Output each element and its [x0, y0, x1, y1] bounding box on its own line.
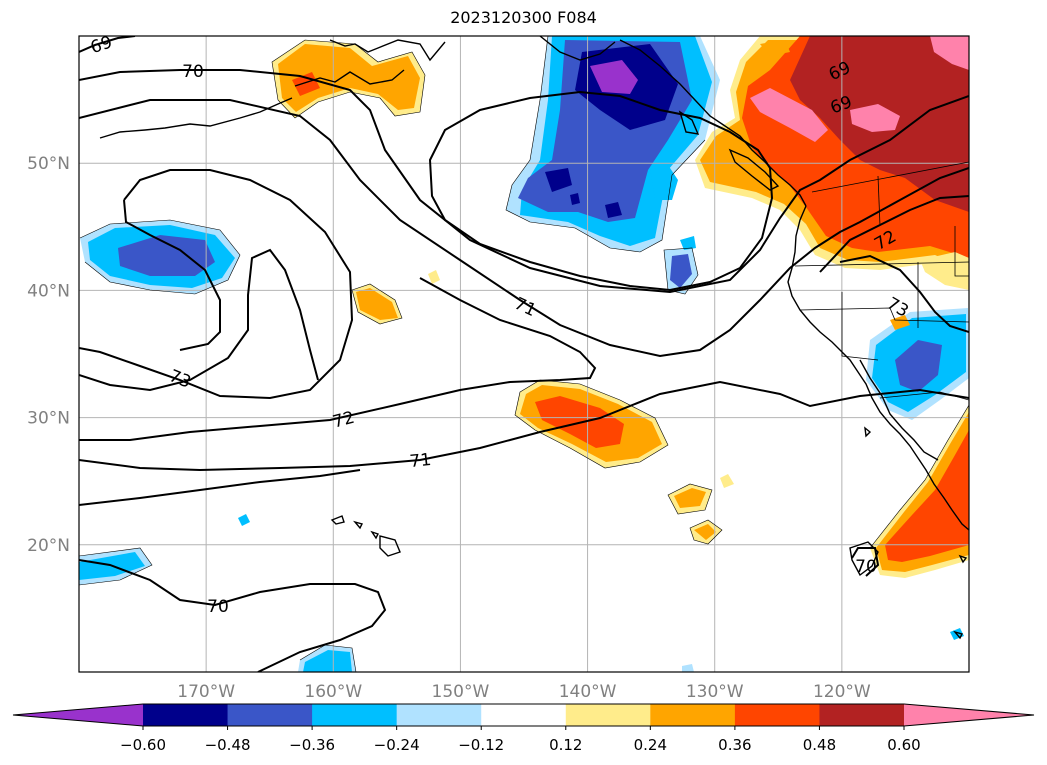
contour-70-north	[79, 69, 969, 294]
longitude-labels: 170°W 160°W 150°W 140°W 130°W 120°W	[177, 682, 871, 702]
gridlines	[79, 36, 969, 672]
contour-label: 70	[182, 62, 204, 82]
latitude-tick-label: 20°N	[27, 536, 70, 556]
contour-72-east	[819, 195, 969, 273]
contour-72-loop	[79, 169, 354, 400]
contour-label: 71	[409, 450, 433, 472]
contour-70-south	[79, 559, 387, 672]
latitude-tick-label: 50°N	[27, 154, 70, 174]
colorbar-tick-label: 0.36	[718, 736, 751, 754]
longitude-tick-label: 130°W	[686, 682, 744, 702]
colorbar-extend-low	[13, 704, 143, 726]
contour-70-south-west	[79, 469, 361, 506]
colorbar-tick-label: −0.36	[289, 736, 335, 754]
colorbar-segment	[481, 704, 567, 726]
contour-70-mexico	[851, 547, 880, 577]
contour-72-south	[79, 277, 597, 441]
colorbar-tick-label: 0.48	[803, 736, 836, 754]
map-content	[79, 36, 969, 672]
longitude-tick-label: 170°W	[177, 682, 235, 702]
latitude-labels: 50°N 40°N 30°N 20°N	[27, 154, 70, 556]
colorbar-segment	[734, 704, 820, 726]
longitude-tick-label: 140°W	[559, 682, 617, 702]
contour-71-gulf	[79, 99, 969, 358]
colorbar-tick-label: 0.12	[549, 736, 582, 754]
longitude-tick-label: 150°W	[432, 682, 490, 702]
longitude-tick-label: 120°W	[813, 682, 871, 702]
coastlines	[99, 36, 969, 640]
colorbar-tick-label: −0.12	[458, 736, 504, 754]
colorbar-segment	[565, 704, 651, 726]
colorbar-segment	[312, 704, 398, 726]
colorbar-segment	[650, 704, 736, 726]
colorbar-tick-label: −0.60	[120, 736, 166, 754]
contour-lines	[79, 36, 969, 672]
colorbar-segment	[396, 704, 482, 726]
contour-69-northwest	[79, 36, 136, 53]
latitude-tick-label: 40°N	[27, 281, 70, 301]
state-borders	[794, 161, 969, 401]
map-frame	[78, 35, 970, 673]
colorbar-tick-label: −0.48	[205, 736, 251, 754]
contour-label: 70	[207, 597, 229, 617]
colorbar-tick-label: 0.60	[887, 736, 920, 754]
contour-inner	[123, 199, 221, 351]
map-title: 2023120300 F084	[450, 8, 597, 27]
contour-low-gulf	[428, 90, 774, 292]
longitude-tick-label: 160°W	[304, 682, 362, 702]
colorbar-tick-label: −0.24	[374, 736, 420, 754]
colorbar: −0.60 −0.48 −0.36 −0.24 −0.12 0.12 0.24 0.36 0.4…	[12, 703, 1035, 754]
contour-73-loop	[79, 248, 319, 392]
colorbar-extend-high	[904, 704, 1034, 726]
latitude-tick-label: 30°N	[27, 409, 70, 429]
contour-71-south	[79, 380, 969, 472]
colorbar-segment	[227, 704, 313, 726]
colorbar-segment	[819, 704, 905, 726]
contour-73-east	[839, 254, 969, 333]
colorbar-segment	[143, 704, 229, 726]
contour-label: 70	[855, 557, 877, 577]
colorbar-tick-label: 0.24	[634, 736, 667, 754]
